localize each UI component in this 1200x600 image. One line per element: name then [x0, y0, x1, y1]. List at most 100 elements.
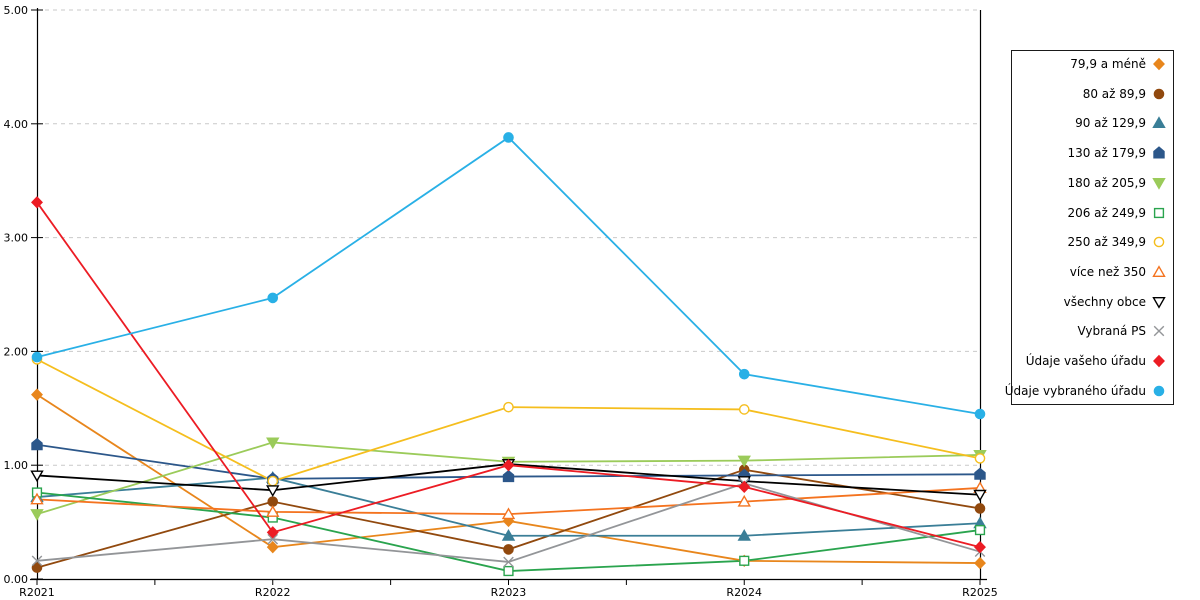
- data-point: [738, 368, 750, 380]
- circle-legend-marker-icon: [1153, 385, 1165, 397]
- y-tick-label: 1.00: [4, 459, 29, 472]
- legend-item[interactable]: 90 až 129,9: [1012, 116, 1173, 130]
- series-line: [36, 136, 981, 415]
- legend-item-label: 250 až 349,9: [1067, 235, 1146, 250]
- data-point: [31, 388, 43, 401]
- legend-item[interactable]: Vybraná PS: [1012, 324, 1173, 338]
- data-point: [974, 524, 986, 536]
- y-tick-label: 2.00: [4, 345, 29, 358]
- x-tick-label: R2024: [726, 586, 762, 599]
- triangle-up-legend-marker-icon: [1152, 116, 1166, 129]
- data-point: [503, 556, 514, 568]
- data-point: [30, 470, 44, 483]
- data-point: [1152, 296, 1166, 309]
- data-point: [267, 292, 279, 304]
- legend-item[interactable]: 130 až 179,9: [1012, 146, 1173, 160]
- data-point: [974, 556, 986, 570]
- data-point: [266, 540, 279, 554]
- data-point: [1153, 88, 1165, 100]
- data-point: [1153, 326, 1165, 337]
- legend-item[interactable]: 206 až 249,9: [1012, 206, 1173, 220]
- data-point: [738, 404, 750, 415]
- legend-item[interactable]: více než 350: [1012, 265, 1173, 279]
- data-point: [503, 544, 514, 555]
- data-point: [266, 437, 280, 450]
- data-point: [267, 533, 279, 545]
- legend-item-label: Údaje vybraného úřadu: [1004, 383, 1146, 398]
- data-point: [502, 469, 515, 483]
- data-point: [501, 529, 516, 541]
- data-point: [31, 555, 43, 567]
- legend-item-label: 206 až 249,9: [1067, 205, 1146, 220]
- triangle-down-legend-marker-icon: [1152, 296, 1166, 309]
- data-point: [737, 455, 751, 468]
- diamond-legend-marker-icon: [1153, 57, 1165, 71]
- circle-legend-marker-icon: [1153, 237, 1165, 248]
- triangle-up-legend-marker-icon: [1152, 265, 1166, 278]
- data-point: [30, 492, 44, 505]
- data-point: [974, 408, 986, 420]
- x-tick-label: R2025: [962, 586, 998, 599]
- legend-item[interactable]: 180 až 205,9: [1012, 176, 1173, 190]
- legend-item-label: 180 až 205,9: [1067, 175, 1146, 190]
- legend-item[interactable]: Údaje vybraného úřadu: [1005, 384, 1173, 398]
- data-point: [1152, 116, 1166, 129]
- data-point: [1153, 237, 1165, 248]
- data-point: [501, 507, 516, 520]
- data-point: [1153, 146, 1165, 159]
- data-point: [503, 565, 514, 577]
- data-point: [503, 132, 514, 143]
- legend-item-label: 90 až 129,9: [1075, 116, 1146, 131]
- data-point: [1152, 265, 1166, 278]
- square-legend-marker-icon: [1153, 207, 1165, 218]
- data-point: [974, 467, 986, 480]
- data-point: [1153, 354, 1165, 368]
- legend-item-label: 80 až 89,9: [1082, 86, 1146, 101]
- data-point: [266, 505, 280, 517]
- legend-item[interactable]: 250 až 349,9: [1012, 235, 1173, 249]
- legend-item[interactable]: 79,9 a méně: [1012, 57, 1173, 71]
- data-point: [266, 485, 280, 497]
- triangle-down-legend-marker-icon: [1152, 177, 1166, 190]
- data-point: [739, 555, 750, 566]
- data-point: [1153, 385, 1165, 397]
- legend-item[interactable]: 80 až 89,9: [1012, 87, 1173, 101]
- data-point: [267, 496, 279, 507]
- data-point: [266, 526, 279, 539]
- legend-item[interactable]: Údaje vašeho úřadu: [1012, 354, 1173, 368]
- data-point: [1153, 57, 1165, 71]
- legend-item-label: 79,9 a méně: [1070, 57, 1146, 71]
- data-point: [738, 480, 751, 494]
- y-tick-label: 3.00: [4, 232, 29, 245]
- x-tick-label: R2023: [491, 586, 527, 599]
- data-point: [974, 453, 986, 464]
- data-point: [974, 540, 986, 554]
- x-tick-label: R2022: [255, 586, 291, 599]
- data-point: [1152, 177, 1166, 190]
- data-point: [31, 196, 43, 209]
- data-point: [267, 475, 279, 487]
- data-point: [502, 458, 515, 472]
- data-point: [31, 351, 43, 363]
- legend-item[interactable]: všechny obce: [1012, 295, 1173, 309]
- data-point: [974, 503, 986, 514]
- y-tick-label: 5.00: [4, 4, 29, 17]
- x-tick-label: R2021: [19, 586, 55, 599]
- data-point: [30, 509, 44, 521]
- circle-legend-marker-icon: [1153, 88, 1165, 100]
- data-point: [31, 562, 43, 573]
- legend-item-label: 130 až 179,9: [1067, 146, 1146, 161]
- x-legend-marker-icon: [1153, 326, 1165, 337]
- legend-item-label: Údaje vašeho úřadu: [1025, 354, 1146, 369]
- data-point: [973, 489, 987, 502]
- data-point: [737, 494, 751, 507]
- legend-item-label: více než 350: [1069, 265, 1146, 280]
- y-tick-label: 0.00: [4, 573, 29, 586]
- pentagon-legend-marker-icon: [1153, 146, 1165, 159]
- data-point: [737, 529, 751, 541]
- diamond-legend-marker-icon: [1153, 354, 1165, 368]
- data-point: [31, 438, 43, 451]
- legend-item-label: Vybraná PS: [1077, 324, 1146, 339]
